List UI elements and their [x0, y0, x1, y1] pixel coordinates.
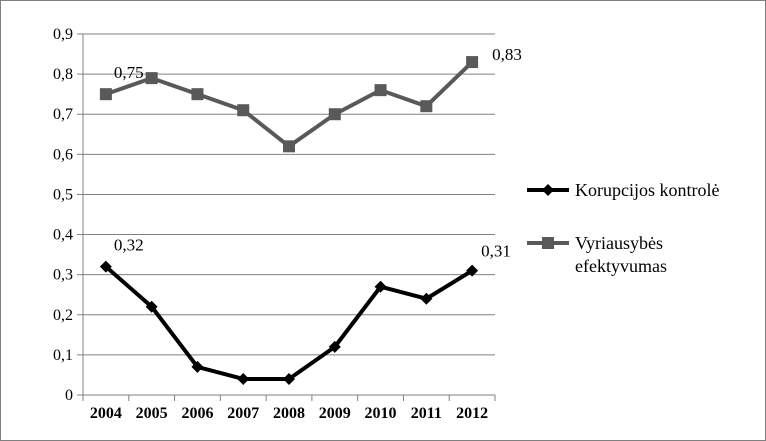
- data-point: [283, 140, 295, 153]
- data-point: [145, 72, 158, 85]
- series-line-1: [105, 60, 474, 149]
- y-tick-label: 0,5: [53, 186, 73, 203]
- series-lines: [99, 56, 479, 385]
- data-point: [466, 264, 479, 277]
- legend-marker: [542, 237, 554, 249]
- x-tick-label: 2010: [365, 405, 397, 422]
- x-tick-label: 2004: [90, 405, 122, 422]
- data-point: [374, 280, 387, 293]
- y-tick-label: 0,2: [53, 307, 73, 324]
- data-label: 0,75: [114, 63, 144, 82]
- data-labels: 0,32 0,31 0,75 0,83: [114, 45, 522, 261]
- y-tick-label: 0,8: [53, 66, 73, 83]
- y-tick-label: 0: [65, 387, 73, 404]
- data-point: [237, 104, 250, 117]
- data-label: 0,32: [114, 236, 144, 255]
- y-tick-label: 0,9: [53, 26, 73, 43]
- data-point: [374, 84, 387, 97]
- x-tick-label: 2008: [273, 405, 305, 422]
- data-point: [191, 360, 204, 373]
- data-point: [99, 88, 112, 101]
- data-point: [283, 372, 295, 385]
- series-line-0: [104, 265, 474, 381]
- data-point: [466, 56, 479, 69]
- y-tick-label: 0,6: [53, 146, 73, 163]
- y-tick-label: 0,1: [53, 347, 73, 364]
- x-tick-label: 2005: [136, 405, 168, 422]
- gridlines: [83, 33, 495, 356]
- data-point: [145, 300, 158, 313]
- x-tick-label: 2009: [319, 405, 351, 422]
- data-point: [328, 340, 341, 353]
- axes: 0 0,1 0,2 0,3 0,4 0,5 0,6 0,7 0,8 0,9 2004 2005 2006…: [53, 26, 496, 422]
- x-tick-label: 2012: [456, 405, 488, 422]
- legend-label: Vyriausybės: [575, 233, 663, 253]
- data-label: 0,83: [492, 45, 522, 64]
- y-tick-label: 0,3: [53, 267, 73, 284]
- y-tick-label: 0,4: [53, 227, 73, 244]
- x-tick-label: 2006: [181, 405, 213, 422]
- data-point: [191, 88, 204, 101]
- legend-label: efektyvumas: [575, 256, 667, 276]
- legend-marker: [542, 184, 554, 196]
- data-point: [99, 260, 112, 273]
- legend: Korupcijos kontrolė Vyriausybės efektyvuma…: [527, 180, 719, 276]
- data-label: 0,31: [481, 242, 511, 261]
- data-point: [237, 372, 250, 385]
- y-tick-label: 0,7: [53, 106, 73, 123]
- data-point: [420, 292, 433, 305]
- x-tick-label: 2007: [227, 405, 259, 422]
- legend-label: Korupcijos kontrolė: [575, 180, 719, 200]
- data-point: [420, 100, 433, 113]
- data-point: [328, 108, 341, 121]
- x-tick-label: 2011: [411, 405, 442, 422]
